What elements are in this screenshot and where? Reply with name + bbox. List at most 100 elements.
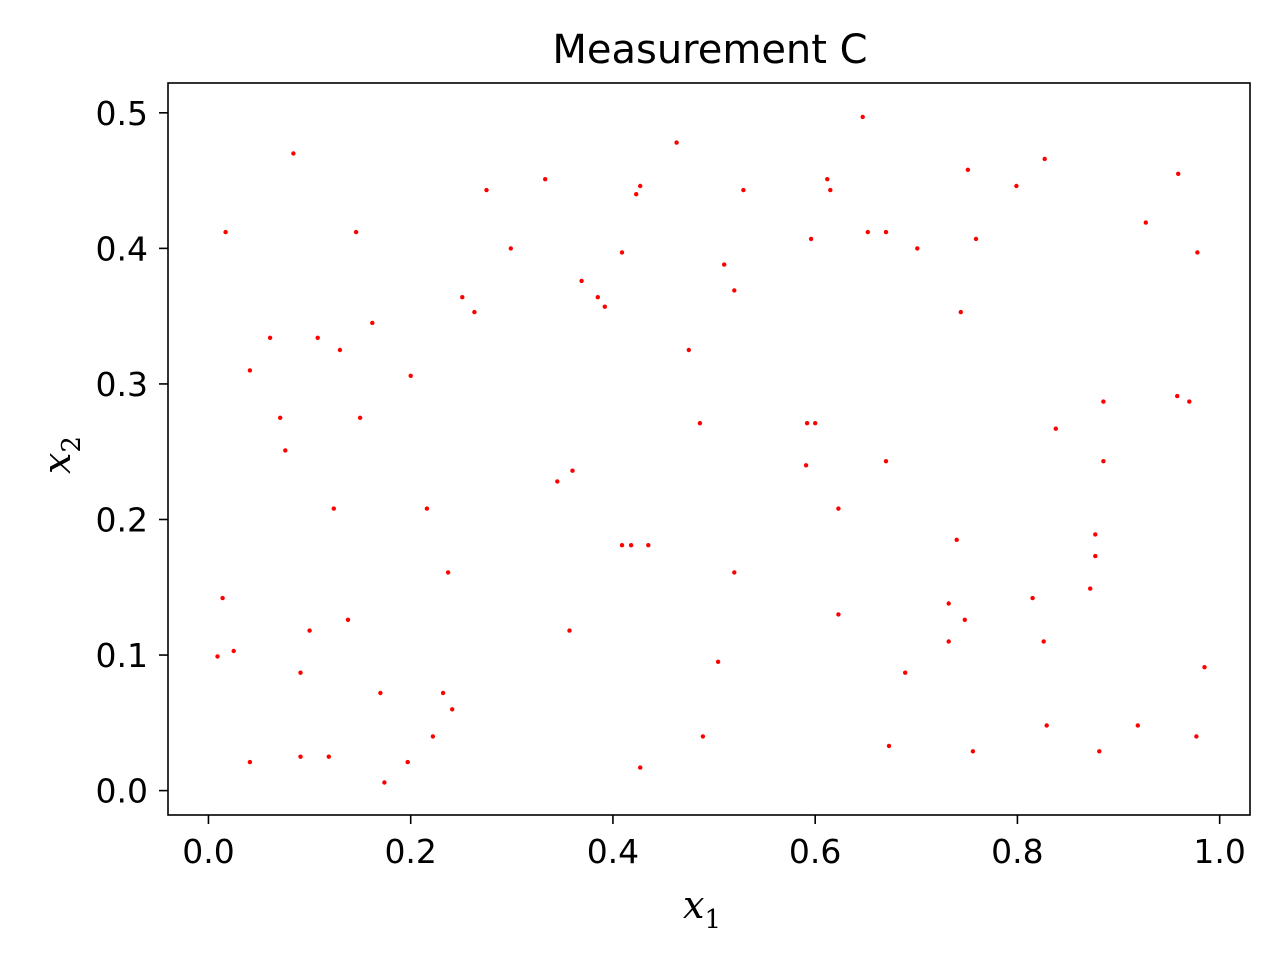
data-point-35 bbox=[337, 347, 343, 353]
x-tick-label: 0.6 bbox=[789, 832, 841, 871]
data-point-16 bbox=[1176, 171, 1181, 176]
data-point-48 bbox=[283, 448, 288, 453]
plot-area-frame bbox=[167, 82, 1251, 816]
data-point-31 bbox=[732, 288, 737, 293]
data-point-56 bbox=[424, 506, 430, 511]
data-point-61 bbox=[954, 537, 959, 542]
x-axis-label-base: x bbox=[683, 883, 704, 927]
data-point-51 bbox=[555, 479, 560, 484]
data-point-70 bbox=[836, 612, 841, 617]
data-point-24 bbox=[915, 246, 920, 251]
data-point-98 bbox=[970, 749, 976, 754]
data-point-30 bbox=[472, 309, 477, 315]
data-point-28 bbox=[602, 304, 607, 309]
data-point-92 bbox=[298, 754, 303, 759]
data-point-89 bbox=[1135, 723, 1141, 728]
data-point-41 bbox=[357, 415, 363, 420]
data-point-54 bbox=[1101, 459, 1106, 464]
data-point-97 bbox=[886, 743, 892, 749]
data-point-53 bbox=[883, 459, 889, 464]
data-point-3 bbox=[484, 187, 489, 193]
x-tick-label: 0.0 bbox=[182, 832, 234, 871]
x-axis-label-subscript: 1 bbox=[704, 905, 721, 935]
data-point-12 bbox=[828, 187, 833, 193]
data-point-82 bbox=[1202, 665, 1207, 670]
data-point-10 bbox=[860, 114, 865, 120]
data-point-36 bbox=[370, 320, 375, 326]
data-point-11 bbox=[825, 177, 830, 182]
y-axis-label-base: x bbox=[35, 453, 79, 474]
data-point-29 bbox=[460, 295, 465, 300]
data-point-5 bbox=[543, 177, 548, 182]
data-point-75 bbox=[946, 639, 951, 644]
data-point-76 bbox=[1041, 639, 1046, 644]
data-point-90 bbox=[1194, 734, 1199, 739]
data-point-72 bbox=[962, 617, 967, 622]
data-point-91 bbox=[247, 759, 253, 765]
data-point-49 bbox=[1053, 426, 1059, 431]
data-point-79 bbox=[298, 670, 303, 675]
data-point-68 bbox=[1030, 595, 1035, 601]
data-point-25 bbox=[973, 236, 979, 242]
data-point-52 bbox=[803, 463, 809, 468]
data-point-58 bbox=[619, 543, 625, 548]
data-point-17 bbox=[1143, 220, 1149, 225]
data-point-14 bbox=[1042, 156, 1047, 162]
data-point-26 bbox=[579, 278, 584, 284]
y-tick-label: 0.1 bbox=[96, 636, 148, 675]
data-point-86 bbox=[430, 734, 436, 739]
x-tick-label: 0.8 bbox=[991, 832, 1043, 871]
data-point-99 bbox=[1097, 749, 1102, 754]
data-point-1 bbox=[223, 229, 228, 235]
data-point-22 bbox=[865, 229, 870, 235]
data-point-38 bbox=[247, 368, 253, 373]
data-point-94 bbox=[405, 759, 410, 765]
data-point-64 bbox=[445, 570, 451, 575]
data-point-9 bbox=[741, 187, 746, 193]
data-point-37 bbox=[686, 347, 691, 353]
data-point-44 bbox=[813, 421, 818, 426]
x-axis-ticks: 0.0 0.2 0.4 0.6 0.8 1.0 bbox=[182, 815, 1246, 871]
data-point-7 bbox=[634, 192, 639, 197]
data-point-96 bbox=[638, 765, 643, 770]
data-point-55 bbox=[331, 506, 336, 511]
data-point-57 bbox=[836, 506, 841, 511]
data-point-63 bbox=[1093, 553, 1098, 559]
x-axis-label: x1 bbox=[683, 883, 721, 935]
data-point-42 bbox=[697, 421, 703, 426]
data-point-19 bbox=[619, 250, 625, 255]
data-point-4 bbox=[508, 246, 513, 251]
data-point-74 bbox=[567, 628, 572, 633]
data-point-62 bbox=[1093, 532, 1098, 537]
data-point-33 bbox=[267, 335, 273, 340]
data-points bbox=[215, 114, 1207, 785]
data-point-2 bbox=[353, 229, 359, 235]
data-point-46 bbox=[1175, 393, 1180, 399]
data-point-95 bbox=[382, 780, 387, 785]
data-point-84 bbox=[440, 690, 446, 696]
y-axis-ticks: 0.0 0.1 0.2 0.3 0.4 0.5 bbox=[96, 94, 168, 811]
data-point-93 bbox=[326, 754, 331, 759]
data-point-80 bbox=[715, 659, 721, 664]
data-point-18 bbox=[1195, 250, 1200, 255]
y-tick-label: 0.5 bbox=[96, 94, 148, 133]
data-point-66 bbox=[1088, 586, 1093, 591]
data-point-78 bbox=[231, 648, 236, 654]
y-axis-label-subscript: 2 bbox=[57, 436, 87, 453]
data-point-40 bbox=[278, 415, 283, 420]
y-tick-label: 0.2 bbox=[96, 500, 148, 539]
data-point-50 bbox=[570, 468, 575, 473]
y-axis-label: x2 bbox=[35, 436, 87, 474]
data-point-0 bbox=[291, 151, 296, 156]
data-point-65 bbox=[732, 570, 737, 575]
y-tick-label: 0.0 bbox=[96, 772, 148, 811]
data-point-13 bbox=[965, 167, 971, 172]
x-tick-label: 0.2 bbox=[384, 832, 436, 871]
data-point-83 bbox=[378, 690, 383, 696]
data-point-34 bbox=[315, 335, 320, 340]
data-point-60 bbox=[646, 543, 651, 548]
data-point-87 bbox=[700, 734, 706, 739]
data-point-59 bbox=[628, 543, 634, 548]
chart-title: Measurement C bbox=[552, 27, 867, 73]
data-point-77 bbox=[215, 654, 220, 659]
